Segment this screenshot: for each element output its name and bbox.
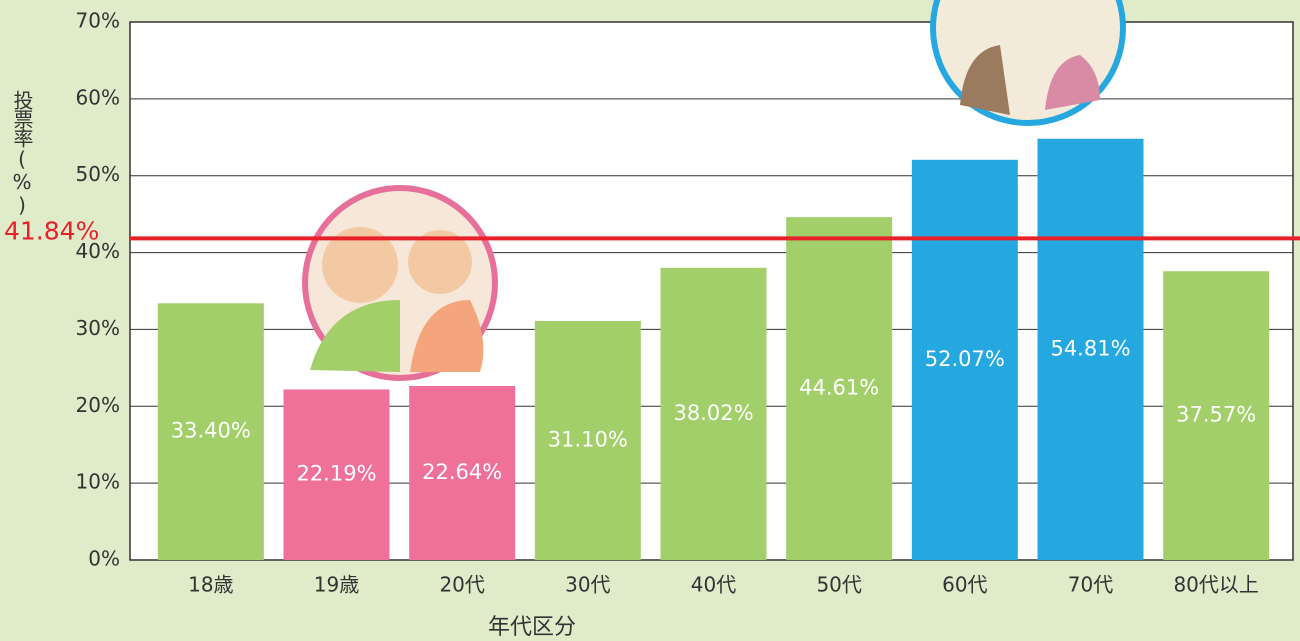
x-tick-label: 80代以上: [1173, 573, 1258, 597]
x-tick-label: 20代: [439, 573, 484, 597]
x-axis-label: 年代区分: [488, 615, 576, 640]
value-label: 54.81%: [1050, 336, 1130, 360]
value-label: 52.07%: [925, 347, 1005, 371]
value-label: 33.40%: [171, 419, 251, 443]
x-tick-label: 18歳: [188, 573, 233, 597]
value-label: 22.64%: [422, 460, 502, 484]
chart: 年代区分 41.84% 0%10%20%30%40%50%60%70%18歳33…: [0, 0, 1300, 641]
y-tick-label: 10%: [76, 470, 120, 494]
y-tick-label: 70%: [76, 9, 120, 33]
y-tick-label: 20%: [76, 393, 120, 417]
x-tick-label: 50代: [816, 573, 861, 597]
x-tick-label: 70代: [1068, 573, 1113, 597]
y-tick-label: 60%: [76, 85, 120, 109]
x-tick-label: 40代: [691, 573, 736, 597]
y-tick-label: 50%: [76, 162, 120, 186]
value-label: 22.19%: [296, 462, 376, 486]
x-tick-label: 60代: [942, 573, 987, 597]
y-tick-label: 40%: [76, 239, 120, 263]
y-tick-label: 0%: [88, 547, 120, 571]
value-label: 44.61%: [799, 376, 879, 400]
x-tick-label: 19歳: [314, 573, 359, 597]
value-label: 37.57%: [1176, 403, 1256, 427]
y-tick-label: 30%: [76, 316, 120, 340]
value-label: 31.10%: [548, 427, 628, 451]
y-axis-label: 投票率(%): [8, 90, 37, 216]
x-tick-label: 30代: [565, 573, 610, 597]
value-label: 38.02%: [673, 401, 753, 425]
page: 投票率(%) 年代区分 41.84% 0%10%20%30%40%50%60%7…: [0, 0, 1300, 641]
